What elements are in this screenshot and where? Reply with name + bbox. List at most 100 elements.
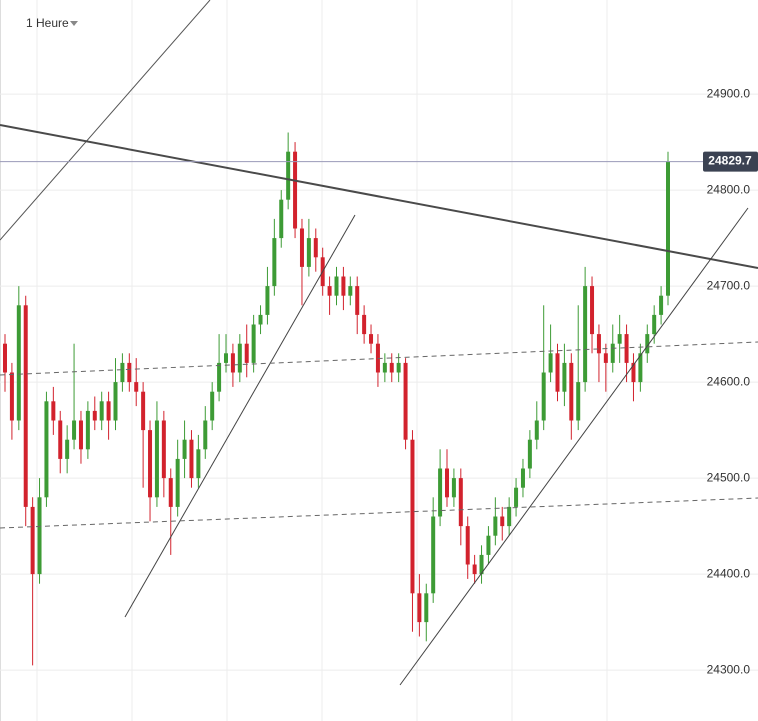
candle-body bbox=[465, 526, 470, 565]
candle-body bbox=[507, 506, 512, 527]
candle-body bbox=[493, 516, 498, 536]
candle-body bbox=[541, 372, 546, 421]
candle-body bbox=[189, 439, 194, 479]
candle-body bbox=[175, 458, 180, 507]
candle-body bbox=[272, 238, 277, 287]
trend-line bbox=[0, 124, 758, 269]
timeframe-label[interactable]: 1 Heure bbox=[26, 16, 69, 30]
candle-body bbox=[603, 353, 608, 363]
dashed-line bbox=[0, 341, 758, 376]
dropdown-arrow[interactable] bbox=[70, 21, 78, 26]
candle-body bbox=[258, 314, 263, 325]
candle-body bbox=[72, 420, 77, 440]
candle-body bbox=[313, 238, 318, 258]
candle-body bbox=[610, 343, 615, 363]
candle-body bbox=[624, 334, 629, 363]
candle-body bbox=[396, 362, 401, 373]
candle-body bbox=[652, 314, 657, 335]
vertical-grid bbox=[0, 0, 608, 721]
candle-body bbox=[251, 324, 256, 363]
candle-body bbox=[659, 295, 664, 315]
candle-body bbox=[514, 487, 519, 507]
candle-body bbox=[196, 449, 201, 479]
candle-body bbox=[306, 238, 311, 267]
candle-body bbox=[182, 439, 187, 459]
candle-body bbox=[168, 478, 173, 507]
candle-body bbox=[120, 362, 125, 383]
candle-body bbox=[451, 478, 456, 498]
candle-body bbox=[51, 401, 56, 421]
candle-body bbox=[78, 420, 83, 450]
candle-body bbox=[99, 401, 104, 421]
y-tick-label: 24300.0 bbox=[707, 662, 751, 676]
candle-body bbox=[362, 314, 367, 335]
candle-body bbox=[520, 468, 525, 488]
candle-body bbox=[9, 372, 14, 421]
candle-body bbox=[279, 199, 284, 239]
candle-body bbox=[548, 353, 553, 373]
candle-body bbox=[23, 305, 28, 507]
candle-body bbox=[355, 286, 360, 315]
candle-body bbox=[472, 564, 477, 575]
candle-body bbox=[382, 362, 387, 373]
y-tick-label: 24800.0 bbox=[707, 182, 751, 196]
dashed-line bbox=[0, 497, 758, 529]
candle-body bbox=[106, 401, 111, 421]
candle-body bbox=[148, 430, 153, 498]
trend-line bbox=[124, 214, 356, 618]
candle-body bbox=[369, 334, 374, 344]
candle-body bbox=[438, 468, 443, 517]
candle-body bbox=[403, 362, 408, 440]
last-price-label: 24829.7 bbox=[708, 154, 752, 168]
y-tick-label: 24600.0 bbox=[707, 374, 751, 388]
candle-body bbox=[590, 286, 595, 335]
y-tick-label: 24700.0 bbox=[707, 278, 751, 292]
candle-body bbox=[334, 276, 339, 296]
candle-body bbox=[617, 334, 622, 344]
candle-body bbox=[638, 353, 643, 383]
candle-body bbox=[30, 506, 35, 575]
candle-body bbox=[458, 478, 463, 527]
candle-body bbox=[203, 420, 208, 450]
candle-body bbox=[85, 410, 90, 450]
candle-body bbox=[645, 334, 650, 354]
y-tick-label: 24900.0 bbox=[707, 86, 751, 100]
timeframe-selector[interactable]: 1 Heure bbox=[26, 16, 78, 30]
candle-body bbox=[37, 497, 42, 575]
candle-body bbox=[431, 516, 436, 594]
y-tick-label: 24400.0 bbox=[707, 566, 751, 580]
candle-body bbox=[410, 439, 415, 594]
candle-body bbox=[569, 362, 574, 421]
candle-body bbox=[500, 516, 505, 527]
candle-body bbox=[134, 382, 139, 392]
candle-body bbox=[44, 401, 49, 498]
candle-body bbox=[299, 228, 304, 267]
candle-body bbox=[576, 382, 581, 421]
candle-body bbox=[230, 353, 235, 373]
candle-body bbox=[341, 276, 346, 296]
candle-body bbox=[445, 468, 449, 498]
y-tick-label: 24500.0 bbox=[707, 470, 751, 484]
horizontal-grid bbox=[0, 93, 758, 671]
trend-lines bbox=[0, 0, 758, 686]
candle-body bbox=[217, 362, 222, 392]
candle-body bbox=[534, 420, 539, 440]
candle-body bbox=[65, 439, 70, 459]
candle-body bbox=[389, 362, 394, 373]
candle-body bbox=[562, 362, 567, 392]
candle-body bbox=[113, 382, 118, 421]
candle-body bbox=[293, 151, 298, 229]
candles bbox=[3, 132, 670, 666]
candle-body bbox=[348, 286, 353, 296]
candle-body bbox=[424, 593, 429, 623]
candle-body bbox=[210, 391, 215, 421]
candle-body bbox=[265, 286, 270, 315]
candle-body bbox=[631, 362, 636, 383]
candle-body bbox=[16, 305, 21, 421]
candle-body bbox=[3, 343, 7, 373]
candle-body bbox=[154, 420, 159, 498]
candle-body bbox=[127, 362, 132, 383]
candle-body bbox=[486, 535, 491, 555]
trend-line bbox=[0, 0, 211, 241]
